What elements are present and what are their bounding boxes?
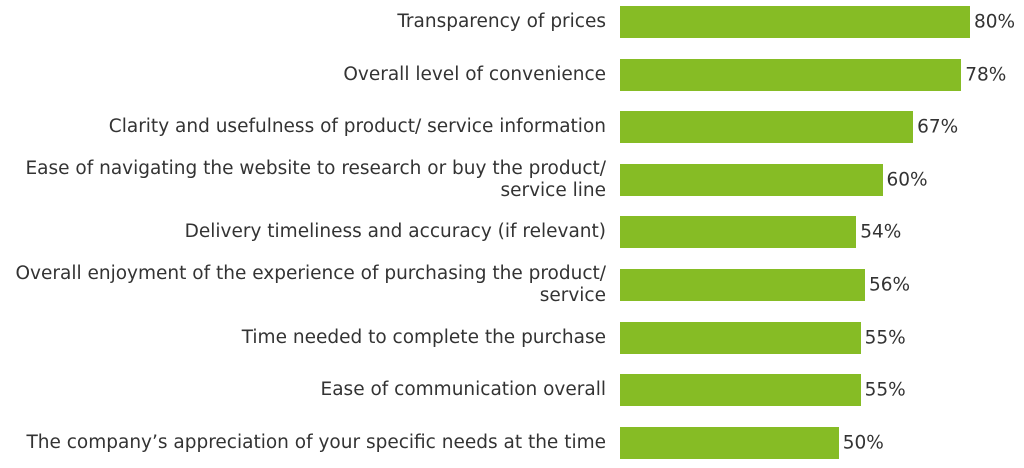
bar — [620, 111, 914, 144]
bar — [620, 269, 865, 301]
value-label: 56% — [869, 274, 911, 296]
bar — [620, 426, 839, 459]
category-label: The company’s appreciation of your speci… — [26, 431, 606, 453]
value-label: 80% — [974, 11, 1016, 33]
category-label: Transparency of prices — [397, 11, 606, 32]
bar — [620, 163, 883, 196]
category-label: Delivery timeliness and accuracy (if rel… — [184, 221, 606, 243]
category-label: Time needed to complete the purchase — [241, 326, 606, 348]
value-label: 78% — [965, 64, 1007, 86]
category-label: Overall enjoyment of the experience of p… — [15, 263, 606, 306]
category-label: Ease of communication overall — [320, 379, 606, 401]
category-label: Overall level of convenience — [343, 63, 606, 85]
value-label: 55% — [864, 327, 906, 349]
category-label: Clarity and usefulness of product/ servi… — [108, 116, 606, 138]
bar — [620, 58, 962, 91]
bar — [620, 321, 861, 354]
value-label: 67% — [917, 116, 959, 138]
value-label: 50% — [842, 432, 884, 454]
category-label: Ease of navigating the website to resear… — [25, 157, 606, 201]
value-label: 54% — [860, 221, 902, 243]
bar — [620, 6, 970, 38]
value-label: 55% — [864, 379, 906, 401]
value-label: 60% — [886, 169, 928, 191]
bar — [620, 374, 861, 407]
bar — [620, 216, 857, 249]
